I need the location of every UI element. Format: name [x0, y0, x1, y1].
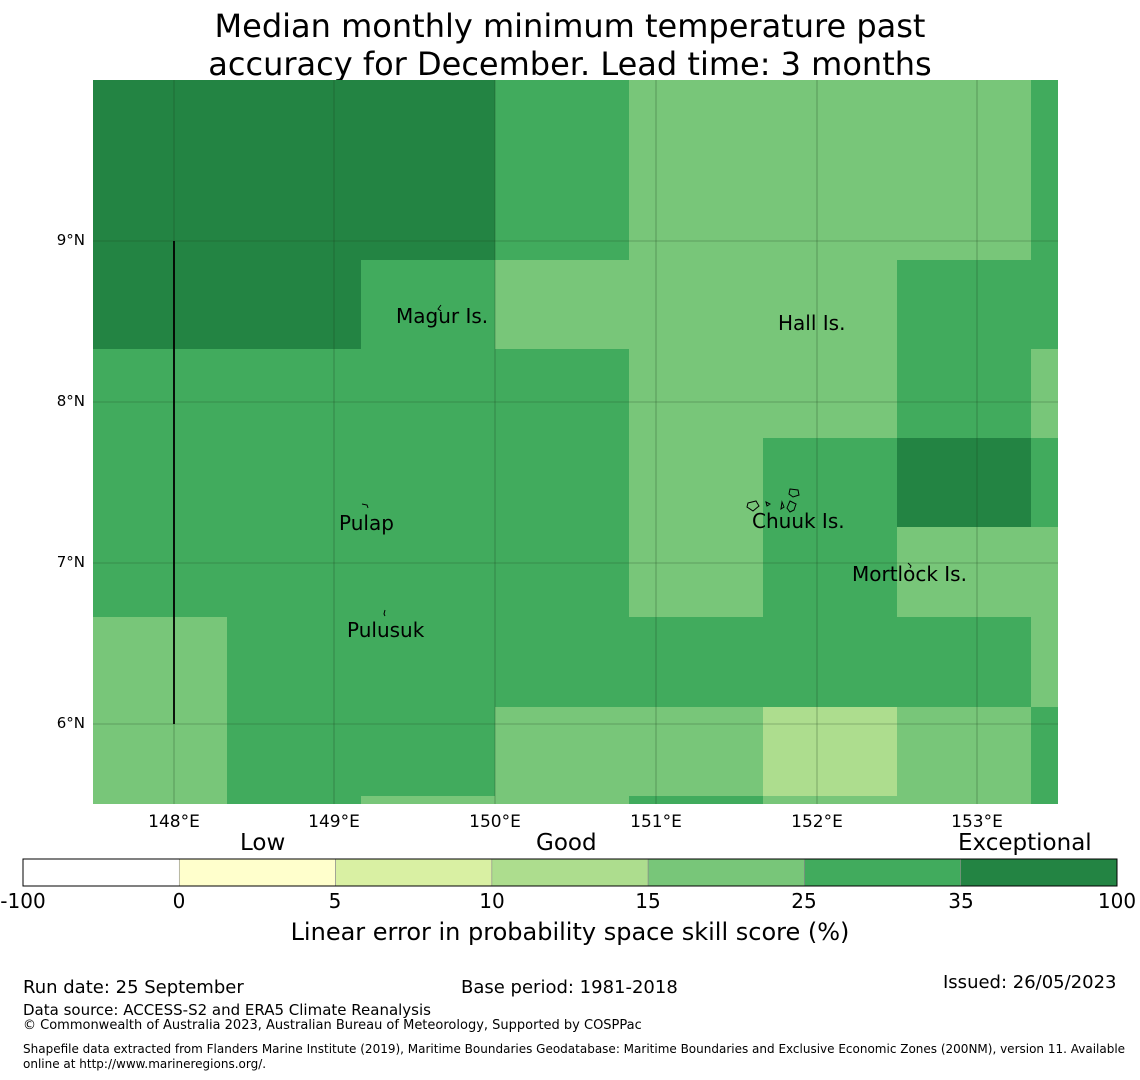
- colorbar-segment: [178, 858, 336, 887]
- place-label-mortlock: Mortlock Is.: [852, 562, 967, 586]
- grid-cell: [629, 80, 1031, 260]
- grid-cell: [93, 527, 629, 617]
- grid-cell: [93, 80, 495, 260]
- lat-label: 7°N: [56, 553, 85, 571]
- grid-cell: [897, 796, 1031, 804]
- grid-cell: [1031, 80, 1058, 260]
- colorbar-tick: 100: [1097, 889, 1137, 913]
- run-date: Run date: 25 September: [23, 977, 244, 998]
- grid-cell: [897, 527, 1058, 617]
- copyright: © Commonwealth of Australia 2023, Austra…: [23, 1018, 642, 1033]
- grid-cell: [495, 260, 897, 349]
- colorbar-segment: [491, 858, 649, 887]
- lat-label: 9°N: [56, 231, 85, 249]
- grid-cell: [227, 617, 1031, 707]
- colorbar-segment: [647, 858, 805, 887]
- graticule: [93, 80, 1058, 804]
- island-chuuk: [746, 488, 800, 513]
- grid-cell: [93, 796, 227, 804]
- grid-cell: [1031, 349, 1058, 438]
- grid-cell: [629, 438, 763, 527]
- grid-cell: [361, 260, 495, 349]
- grid-cell: [897, 438, 1031, 527]
- colorbar-segment: [335, 858, 493, 887]
- grid-cell: [629, 349, 897, 438]
- grid-cell: [227, 796, 361, 804]
- data-source: Data source: ACCESS-S2 and ERA5 Climate …: [23, 1001, 431, 1019]
- grid-cell: [227, 707, 495, 796]
- grid-cell: [897, 707, 1031, 796]
- category-label-exceptional: Exceptional: [958, 830, 1092, 856]
- lat-label: 6°N: [56, 714, 85, 732]
- category-label-low: Low: [240, 830, 286, 856]
- grid-cell: [897, 349, 1031, 438]
- island-mortlock: [907, 562, 912, 569]
- grid-cell: [629, 796, 763, 804]
- colorbar-tick: 0: [172, 889, 186, 913]
- colorbar-tick: 35: [948, 889, 974, 913]
- grid-cell: [93, 349, 629, 438]
- grid-cell: [495, 80, 629, 260]
- grid-cell: [1031, 707, 1058, 796]
- place-label-pulap: Pulap: [339, 511, 394, 535]
- grid-cell: [897, 260, 1058, 349]
- grid-cell: [1031, 438, 1058, 527]
- place-label-chuuk: Chuuk Is.: [752, 509, 845, 533]
- colorbar-tick: 15: [635, 889, 661, 913]
- grid-cell: [763, 796, 897, 804]
- issued-date: Issued: 26/05/2023: [943, 972, 1117, 993]
- grid-cell: [763, 527, 897, 617]
- place-label-magur: Magur Is.: [396, 304, 489, 328]
- island-pulap: [361, 503, 369, 509]
- lon-label: 149°E: [308, 812, 360, 832]
- grid-cell: [763, 438, 897, 527]
- lon-label: 152°E: [791, 812, 843, 832]
- colorbar-tick: 5: [328, 889, 342, 913]
- colorbar-outline: [22, 858, 1118, 887]
- grid-cell: [1031, 796, 1058, 804]
- grid-cell: [361, 796, 495, 804]
- grid-cell: [629, 527, 763, 617]
- map-title-line1: Median monthly minimum temperature past: [214, 7, 926, 45]
- place-label-hall: Hall Is.: [778, 311, 846, 335]
- lon-label: 151°E: [630, 812, 682, 832]
- lon-label: 153°E: [951, 812, 1003, 832]
- colorbar: [22, 858, 1118, 887]
- skill-grid: [93, 80, 1058, 804]
- island-magur: [437, 304, 442, 312]
- colorbar-segment: [804, 858, 962, 887]
- grid-cell: [93, 438, 629, 527]
- category-label-good: Good: [536, 830, 597, 856]
- colorbar-tick: -100: [0, 889, 46, 913]
- island-pulusuk: [383, 609, 386, 617]
- place-label-pulusuk: Pulusuk: [347, 618, 425, 642]
- map-title-line2: accuracy for December. Lead time: 3 mont…: [208, 45, 932, 83]
- base-period: Base period: 1981-2018: [461, 977, 678, 998]
- grid-cell: [763, 707, 897, 796]
- colorbar-tick: 25: [791, 889, 817, 913]
- grid-cell: [93, 707, 227, 796]
- islands: [361, 304, 912, 617]
- lon-label: 150°E: [469, 812, 521, 832]
- grid-cell: [495, 707, 763, 796]
- grid-cell: [1031, 617, 1058, 707]
- colorbar-segment: [22, 858, 180, 887]
- grid-cell: [93, 260, 361, 349]
- shapefile-credit: Shapefile data extracted from Flanders M…: [23, 1042, 1126, 1071]
- lon-label: 148°E: [148, 812, 200, 832]
- colorbar-title: Linear error in probability space skill …: [290, 918, 850, 946]
- grid-cell: [495, 796, 629, 804]
- colorbar-tick: 10: [479, 889, 505, 913]
- colorbar-segment: [960, 858, 1118, 887]
- grid-cell: [93, 617, 227, 707]
- lat-label: 8°N: [56, 392, 85, 410]
